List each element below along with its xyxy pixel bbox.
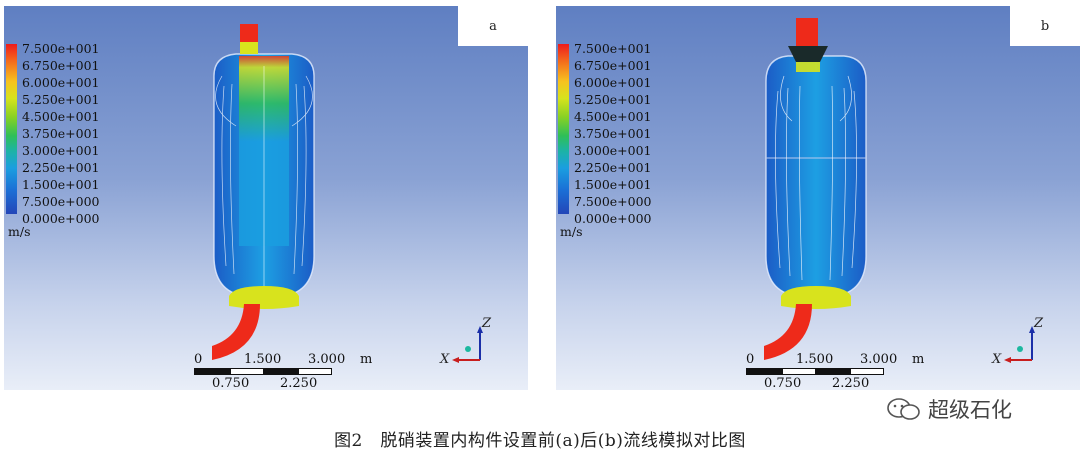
legend-tick: 1.500e+001 — [22, 177, 100, 192]
colorbar — [558, 44, 569, 214]
scale-label-bottom: 2.250 — [280, 376, 318, 390]
reactor-streamline-geometry-a — [212, 24, 315, 360]
legend-tick: 6.000e+001 — [22, 75, 100, 90]
panel-label: a — [458, 6, 528, 46]
axis-triad-icon — [1004, 326, 1035, 363]
legend-tick: 3.750e+001 — [22, 126, 100, 141]
legend-tick: 3.000e+001 — [22, 143, 100, 158]
legend-tick: 2.250e+001 — [22, 160, 100, 175]
axis-z-label: Z — [1034, 316, 1044, 331]
legend-tick: 3.000e+001 — [574, 143, 652, 158]
simulation-panel-b: b 7.500e+001 6.750e+001 6.000e+001 5.250… — [556, 6, 1080, 390]
legend-tick: 0.000e+000 — [574, 211, 652, 226]
scale-label-top: 3.000 — [860, 352, 898, 367]
scale-label-top: 1.500 — [244, 352, 282, 367]
color-legend: 7.500e+001 6.750e+001 6.000e+001 5.250e+… — [558, 40, 668, 240]
legend-tick: 3.750e+001 — [574, 126, 652, 141]
scale-segment — [230, 368, 264, 375]
legend-tick: 4.500e+001 — [574, 109, 652, 124]
scale-bar: 0 1.500 3.000 m 0.750 2.250 — [742, 352, 952, 390]
legend-tick: 5.250e+001 — [574, 92, 652, 107]
legend-tick: 0.000e+000 — [22, 211, 100, 226]
axis-triad-icon — [452, 326, 483, 363]
scale-label-top: 0 — [194, 352, 203, 367]
scale-label-top: 1.500 — [796, 352, 834, 367]
legend-tick: 2.250e+001 — [574, 160, 652, 175]
legend-tick: 7.500e+000 — [574, 194, 652, 209]
scale-unit: m — [912, 352, 925, 367]
legend-unit: m/s — [8, 224, 31, 239]
scale-label-bottom: 2.250 — [832, 376, 870, 390]
legend-tick: 7.500e+000 — [22, 194, 100, 209]
wechat-icon — [887, 398, 920, 420]
figure-caption: 图2 脱硝装置内构件设置前(a)后(b)流线模拟对比图 — [334, 431, 746, 451]
scale-label-bottom: 0.750 — [764, 376, 802, 390]
scale-label-bottom: 0.750 — [212, 376, 250, 390]
watermark-text: 超级石化 — [928, 398, 1012, 422]
scale-segment — [850, 368, 884, 375]
scale-unit: m — [360, 352, 373, 367]
legend-tick: 6.750e+001 — [574, 58, 652, 73]
simulation-panel-a: a 7.500e+001 6.750e+001 6.000e+001 5.250… — [4, 6, 528, 390]
legend-tick: 6.000e+001 — [574, 75, 652, 90]
legend-tick: 5.250e+001 — [22, 92, 100, 107]
axis-triad: Z X — [434, 316, 494, 376]
reactor-streamline-geometry-b — [764, 18, 867, 360]
axis-z-label: Z — [482, 316, 492, 331]
colorbar — [6, 44, 17, 214]
scale-segment — [782, 368, 816, 375]
scale-label-top: 3.000 — [308, 352, 346, 367]
legend-unit: m/s — [560, 224, 583, 239]
legend-tick: 1.500e+001 — [574, 177, 652, 192]
color-legend: 7.500e+001 6.750e+001 6.000e+001 5.250e+… — [6, 40, 116, 240]
legend-tick: 7.500e+001 — [574, 41, 652, 56]
scale-segment — [746, 368, 782, 375]
scale-segment — [816, 368, 850, 375]
axis-x-label: X — [992, 352, 1002, 367]
axis-triad: Z X — [986, 316, 1046, 376]
legend-tick: 7.500e+001 — [22, 41, 100, 56]
legend-tick: 6.750e+001 — [22, 58, 100, 73]
watermark: 超级石化 — [886, 394, 1012, 424]
axis-x-label: X — [440, 352, 450, 367]
legend-tick: 4.500e+001 — [22, 109, 100, 124]
scale-segment — [194, 368, 230, 375]
scale-bar: 0 1.500 3.000 m 0.750 2.250 — [190, 352, 400, 390]
scale-label-top: 0 — [746, 352, 755, 367]
panel-label: b — [1010, 6, 1080, 46]
scale-segment — [298, 368, 332, 375]
scale-segment — [264, 368, 298, 375]
